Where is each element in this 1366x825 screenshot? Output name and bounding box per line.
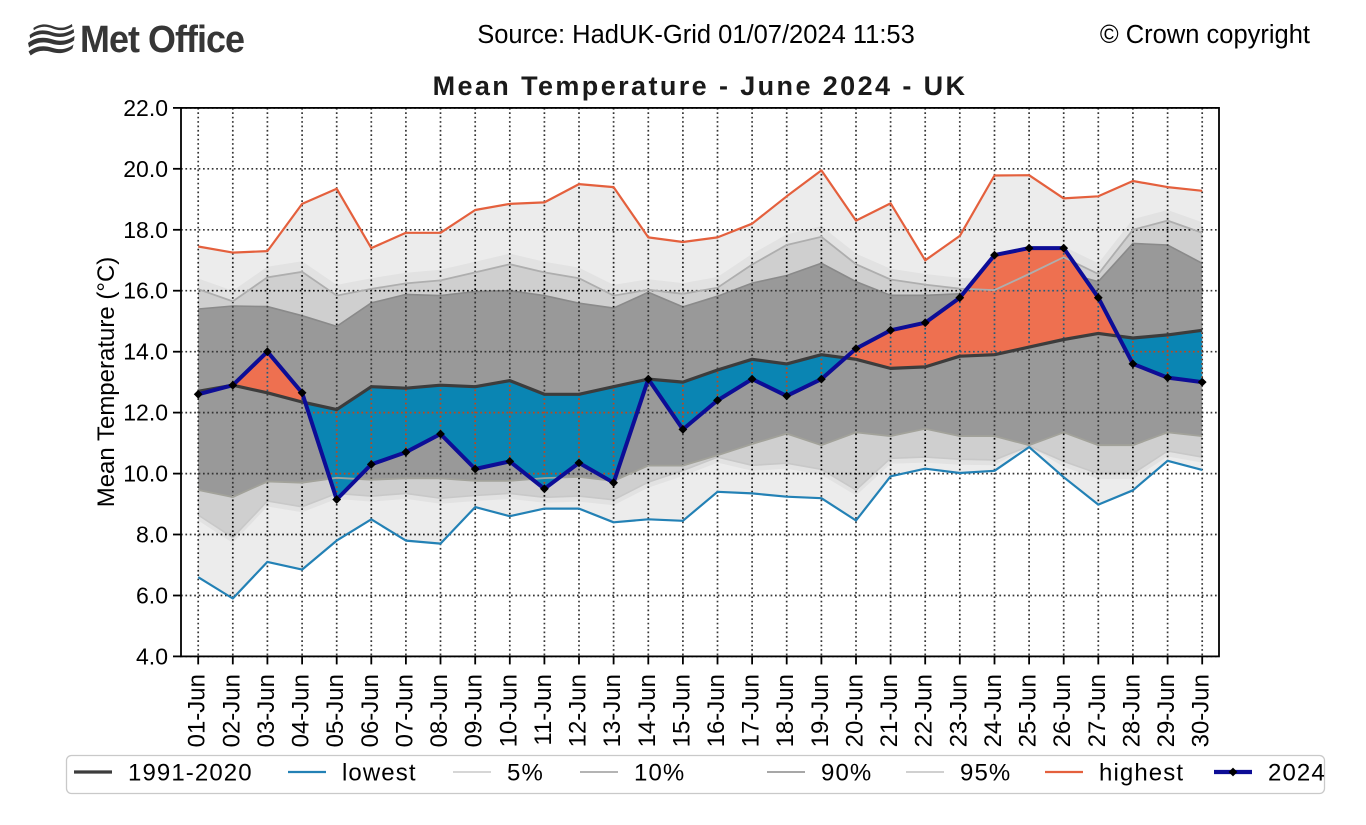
svg-text:20.0: 20.0 bbox=[123, 156, 168, 182]
svg-text:28-Jun: 28-Jun bbox=[1118, 674, 1145, 747]
svg-text:16-Jun: 16-Jun bbox=[703, 674, 730, 747]
svg-text:10-Jun: 10-Jun bbox=[495, 674, 522, 747]
svg-text:4.0: 4.0 bbox=[136, 643, 168, 669]
svg-text:6.0: 6.0 bbox=[136, 583, 168, 609]
svg-text:22-Jun: 22-Jun bbox=[911, 674, 938, 747]
svg-text:21-Jun: 21-Jun bbox=[876, 674, 903, 747]
svg-text:04-Jun: 04-Jun bbox=[288, 674, 315, 747]
svg-text:24-Jun: 24-Jun bbox=[980, 674, 1007, 747]
svg-text:Mean Temperature (°C): Mean Temperature (°C) bbox=[93, 257, 120, 508]
svg-text:05-Jun: 05-Jun bbox=[322, 674, 349, 747]
svg-text:Met Office: Met Office bbox=[80, 19, 244, 61]
svg-text:Mean Temperature - June 2024 -: Mean Temperature - June 2024 - UK bbox=[433, 71, 968, 101]
svg-text:lowest: lowest bbox=[342, 760, 417, 787]
svg-text:1991-2020: 1991-2020 bbox=[128, 760, 253, 787]
svg-text:18-Jun: 18-Jun bbox=[772, 674, 799, 747]
svg-text:Source: HadUK-Grid 01/07/2024: Source: HadUK-Grid 01/07/2024 11:53 bbox=[477, 21, 915, 49]
svg-text:29-Jun: 29-Jun bbox=[1153, 674, 1180, 747]
svg-text:12-Jun: 12-Jun bbox=[565, 674, 592, 747]
svg-text:20-Jun: 20-Jun bbox=[842, 674, 869, 747]
svg-text:30-Jun: 30-Jun bbox=[1188, 674, 1215, 747]
svg-text:25-Jun: 25-Jun bbox=[1015, 674, 1042, 747]
svg-text:23-Jun: 23-Jun bbox=[945, 674, 972, 747]
svg-text:06-Jun: 06-Jun bbox=[357, 674, 384, 747]
svg-text:07-Jun: 07-Jun bbox=[391, 674, 418, 747]
svg-text:26-Jun: 26-Jun bbox=[1049, 674, 1076, 747]
svg-text:5%: 5% bbox=[507, 760, 544, 787]
svg-text:10%: 10% bbox=[634, 760, 685, 787]
svg-text:11-Jun: 11-Jun bbox=[530, 674, 557, 746]
svg-text:90%: 90% bbox=[821, 760, 872, 787]
svg-text:95%: 95% bbox=[960, 760, 1011, 787]
svg-text:© Crown copyright: © Crown copyright bbox=[1100, 21, 1310, 49]
svg-text:02-Jun: 02-Jun bbox=[218, 674, 245, 747]
svg-text:10.0: 10.0 bbox=[123, 461, 168, 487]
svg-text:13-Jun: 13-Jun bbox=[599, 674, 626, 747]
svg-text:8.0: 8.0 bbox=[136, 522, 168, 548]
svg-text:2024: 2024 bbox=[1268, 760, 1326, 787]
svg-text:12.0: 12.0 bbox=[123, 400, 168, 426]
svg-text:18.0: 18.0 bbox=[123, 217, 168, 243]
svg-text:16.0: 16.0 bbox=[123, 278, 168, 304]
svg-text:highest: highest bbox=[1099, 760, 1184, 787]
svg-text:14.0: 14.0 bbox=[123, 339, 168, 365]
svg-text:08-Jun: 08-Jun bbox=[426, 674, 453, 747]
svg-text:22.0: 22.0 bbox=[123, 95, 168, 121]
svg-text:17-Jun: 17-Jun bbox=[738, 674, 765, 747]
svg-text:03-Jun: 03-Jun bbox=[253, 674, 280, 747]
svg-text:14-Jun: 14-Jun bbox=[634, 674, 661, 747]
svg-text:27-Jun: 27-Jun bbox=[1084, 674, 1111, 747]
svg-text:19-Jun: 19-Jun bbox=[807, 674, 834, 747]
svg-text:15-Jun: 15-Jun bbox=[668, 674, 695, 747]
svg-text:09-Jun: 09-Jun bbox=[461, 674, 488, 747]
svg-text:01-Jun: 01-Jun bbox=[184, 674, 211, 747]
